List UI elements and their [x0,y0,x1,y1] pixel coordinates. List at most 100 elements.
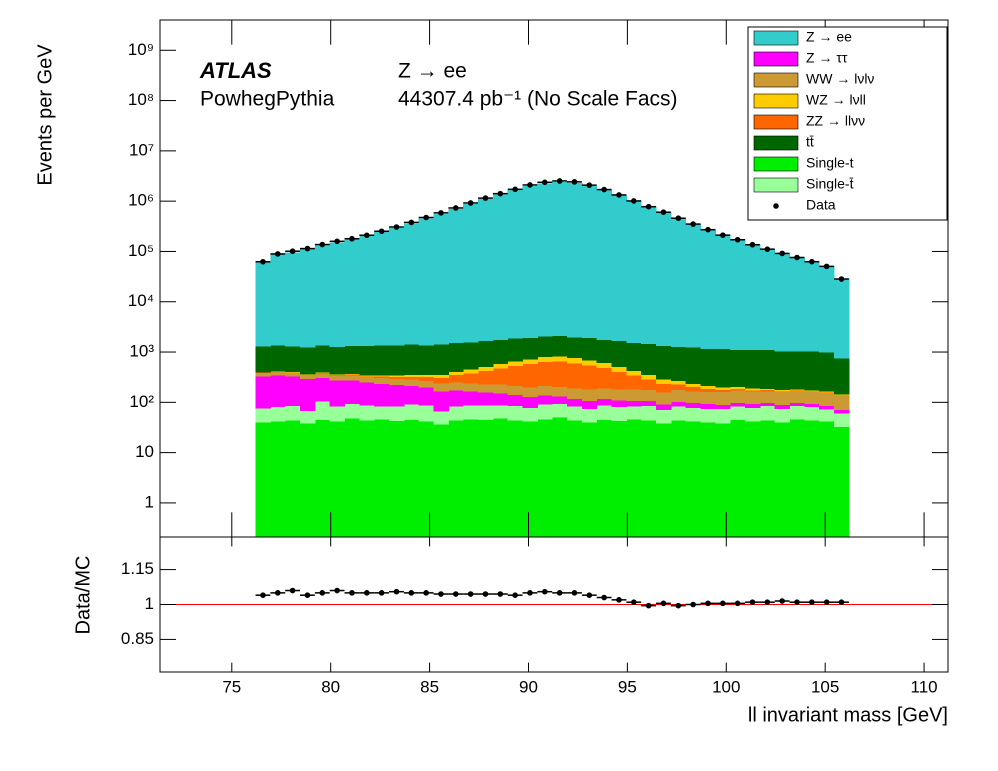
data-point [438,210,444,216]
histogram-bar [834,410,850,414]
histogram-bar [374,383,390,407]
histogram-bar [403,344,420,376]
histogram-bar [344,373,360,375]
histogram-bar [611,400,627,407]
histogram-bar [552,396,568,405]
ratio-point [838,599,845,605]
histogram-bar [522,364,538,388]
x-tick-label: 90 [519,677,538,696]
experiment-label: ATLAS [199,58,272,83]
histogram-bar [834,395,850,411]
histogram-bar [389,228,405,346]
histogram-bar [270,345,286,372]
histogram-bar [656,212,672,346]
ratio-point [734,600,741,607]
legend-label: Z → ee [806,29,852,45]
data-point [527,182,533,188]
histogram-bar [537,336,553,358]
histogram-bar [522,337,538,360]
histogram-bar [774,408,790,423]
generator-label: PowhegPythia [200,88,335,111]
histogram-bar [567,182,583,338]
histogram-bar [819,421,835,537]
histogram-bar [596,398,612,406]
data-point [497,190,504,197]
data-point [393,224,400,230]
y-tick-label: 10⁹ [128,40,154,59]
histogram-bar [611,389,627,401]
histogram-bar [344,374,360,376]
histogram-bar [448,208,464,344]
histogram-bar [819,392,835,393]
histogram-bar [478,392,494,406]
histogram-bar [522,387,538,398]
histogram-bar [834,413,850,428]
histogram-bar [433,344,449,375]
y-tick-label: 10⁵ [128,241,154,260]
histogram-bar [685,347,701,385]
histogram-bar [715,235,731,350]
histogram-bar [730,239,746,350]
histogram-bar [745,421,761,537]
histogram-bar [344,418,360,537]
histogram-bar [745,350,761,389]
histogram-bar [389,375,405,378]
histogram-bar [700,388,716,393]
histogram-bar [448,382,464,391]
histogram-bar [507,395,523,407]
data-point [542,179,548,186]
histogram-bar [359,345,375,376]
histogram-bar [463,373,479,384]
histogram-bar [463,203,479,343]
histogram-bar [670,401,687,407]
ratio-point [571,590,578,596]
legend-swatch [753,114,799,130]
legend-swatch [753,156,799,172]
y-tick-label: 1 [145,594,154,613]
histogram-bar [448,420,464,537]
histogram-bar [285,420,301,537]
histogram-bar [552,404,568,418]
histogram-bar [418,380,434,388]
histogram-bar [522,397,538,409]
histogram-bar [478,341,494,368]
histogram-bar [314,401,331,420]
histogram-bar [641,389,657,402]
histogram-bar [314,373,331,378]
ratio-point [794,599,800,605]
histogram-bar [611,367,627,373]
ratio-point [378,590,385,596]
x-axis-label: ll invariant mass [GeV] [748,704,948,726]
histogram-bar [700,348,716,387]
ratio-point [482,591,489,597]
histogram-bar [300,347,316,375]
histogram-bar [611,406,627,421]
histogram-bar [804,351,820,391]
ratio-point [408,590,415,596]
x-tick-label: 100 [712,677,740,696]
histogram-bar [478,371,494,385]
data-point [334,238,340,245]
histogram-bar [700,404,716,409]
histogram-bar [255,372,271,377]
y-tick-label: 1 [145,492,154,511]
histogram-bar [626,375,642,390]
histogram-bar [389,420,405,537]
data-point [260,258,266,265]
data-point [349,235,355,242]
histogram-bar [403,376,420,380]
ratio-point [527,590,533,596]
histogram-bar [789,402,805,407]
ratio-point [319,590,326,596]
histogram-bar [670,384,687,391]
histogram-bar [789,257,805,352]
histogram-bar [314,245,331,346]
histogram-bar [448,343,464,372]
histogram-bar [700,392,716,405]
data-point [660,209,667,216]
histogram-bar [329,347,345,375]
histogram-bar [596,190,612,340]
histogram-bar [507,361,523,366]
histogram-bar [656,379,672,384]
histogram-bar [700,229,716,349]
